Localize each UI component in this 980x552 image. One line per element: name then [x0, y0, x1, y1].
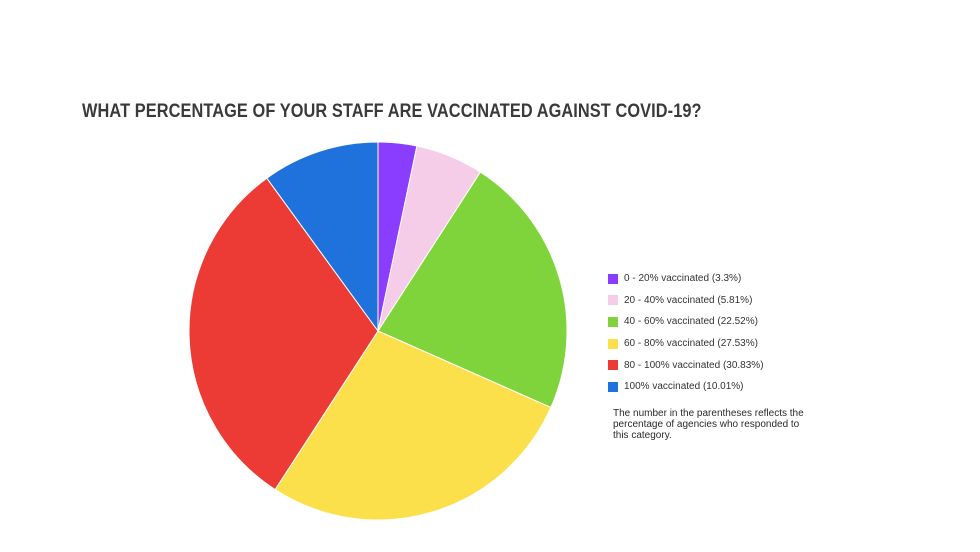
legend-item-100: 100% vaccinated (10.01%)	[608, 376, 764, 398]
pie-slice-4	[188, 177, 379, 491]
legend-label: 60 - 80% vaccinated (27.53%)	[624, 338, 758, 350]
legend-swatch	[608, 273, 618, 284]
legend-item-0-20: 0 - 20% vaccinated (3.3%)	[608, 268, 764, 290]
legend-label: 100% vaccinated (10.01%)	[624, 381, 744, 393]
legend-swatch	[608, 381, 618, 392]
chart-title: WHAT PERCENTAGE OF YOUR STAFF ARE VACCIN…	[82, 101, 702, 122]
legend-item-40-60: 40 - 60% vaccinated (22.52%)	[608, 311, 764, 333]
legend-label: 40 - 60% vaccinated (22.52%)	[624, 316, 758, 328]
legend-label: 20 - 40% vaccinated (5.81%)	[624, 294, 753, 306]
pie-chart	[188, 141, 568, 521]
pie-slice-2	[377, 171, 568, 409]
legend-label: 80 - 100% vaccinated (30.83%)	[624, 359, 764, 371]
legend-item-60-80: 60 - 80% vaccinated (27.53%)	[608, 333, 764, 355]
legend-swatch	[608, 360, 618, 371]
legend: 0 - 20% vaccinated (3.3%) 20 - 40% vacci…	[608, 268, 764, 398]
legend-swatch	[608, 316, 618, 327]
legend-label: 0 - 20% vaccinated (3.3%)	[624, 273, 742, 285]
legend-swatch	[608, 338, 618, 349]
legend-item-80-100: 80 - 100% vaccinated (30.83%)	[608, 354, 764, 376]
legend-swatch	[608, 295, 618, 306]
pie-slice-5	[266, 141, 379, 333]
chart-footnote: The number in the parentheses reflects t…	[613, 408, 804, 441]
pie-slice-3	[274, 330, 552, 521]
legend-item-20-40: 20 - 40% vaccinated (5.81%)	[608, 290, 764, 312]
